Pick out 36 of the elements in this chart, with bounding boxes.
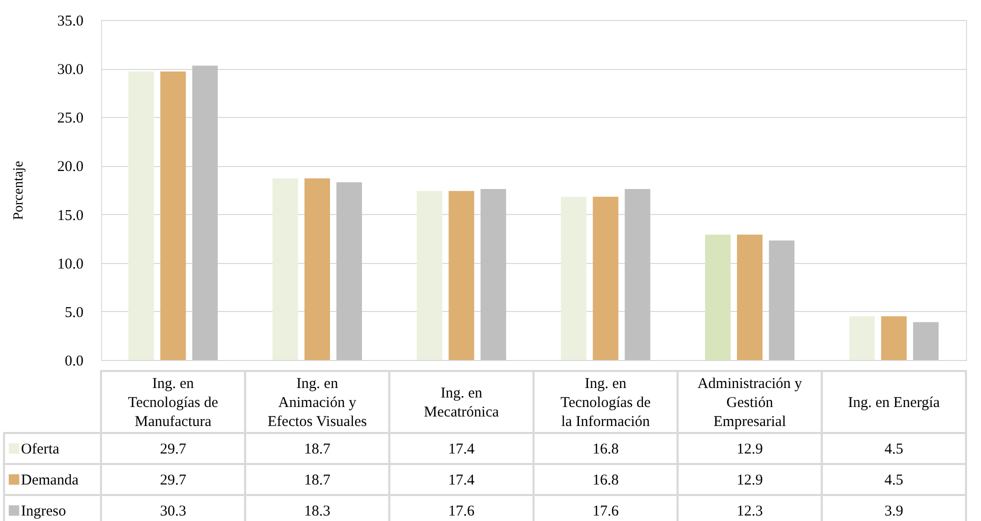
data-label: 29.7	[160, 442, 187, 458]
data-label: 18.7	[304, 442, 331, 458]
data-label: 17.4	[448, 472, 476, 488]
y-tick-label: 5.0	[64, 304, 84, 321]
legend-label: Ingreso	[21, 504, 66, 520]
data-label: 17.6	[448, 504, 476, 520]
y-tick-label: 10.0	[57, 256, 84, 272]
data-label: 12.9	[736, 442, 763, 458]
y-tick-label: 30.0	[57, 62, 84, 78]
x-tick-label: Ing. en Tecnologías de Manufactura	[128, 376, 219, 430]
x-tick-label: Ing. en Mecatrónica	[424, 386, 500, 420]
y-tick-label: 35.0	[57, 14, 84, 30]
data-label: 29.7	[160, 472, 187, 488]
data-label: 3.9	[884, 504, 904, 520]
data-label: 18.3	[304, 504, 330, 520]
data-label: 18.7	[304, 472, 331, 488]
x-tick-label: Ing. en Animación y Efectos Visuales	[268, 376, 368, 430]
legend-label: Demanda	[21, 472, 79, 488]
data-label: 4.5	[884, 442, 904, 458]
x-tick-label: Ing. en Energía	[848, 395, 940, 411]
data-label: 17.4	[448, 442, 476, 458]
y-tick-label: 25.0	[57, 110, 84, 127]
data-label: 4.5	[884, 472, 904, 488]
data-label: 12.9	[736, 472, 763, 488]
y-tick-label: 20.0	[57, 159, 84, 176]
y-tick-label: 15.0	[57, 208, 84, 224]
data-label: 16.8	[592, 442, 619, 458]
y-tick-label: 0.0	[64, 354, 84, 370]
data-label: 12.3	[736, 504, 763, 520]
data-label: 16.8	[592, 472, 619, 488]
x-tick-label: Administración y Gestión Empresarial	[697, 376, 803, 430]
data-label: 30.3	[160, 504, 186, 520]
y-axis-title: Porcentaje	[11, 160, 26, 220]
legend-label: Oferta	[21, 442, 60, 458]
data-label: 17.6	[592, 504, 620, 520]
x-tick-label: Ing. en Tecnologías de la Información	[560, 376, 652, 430]
